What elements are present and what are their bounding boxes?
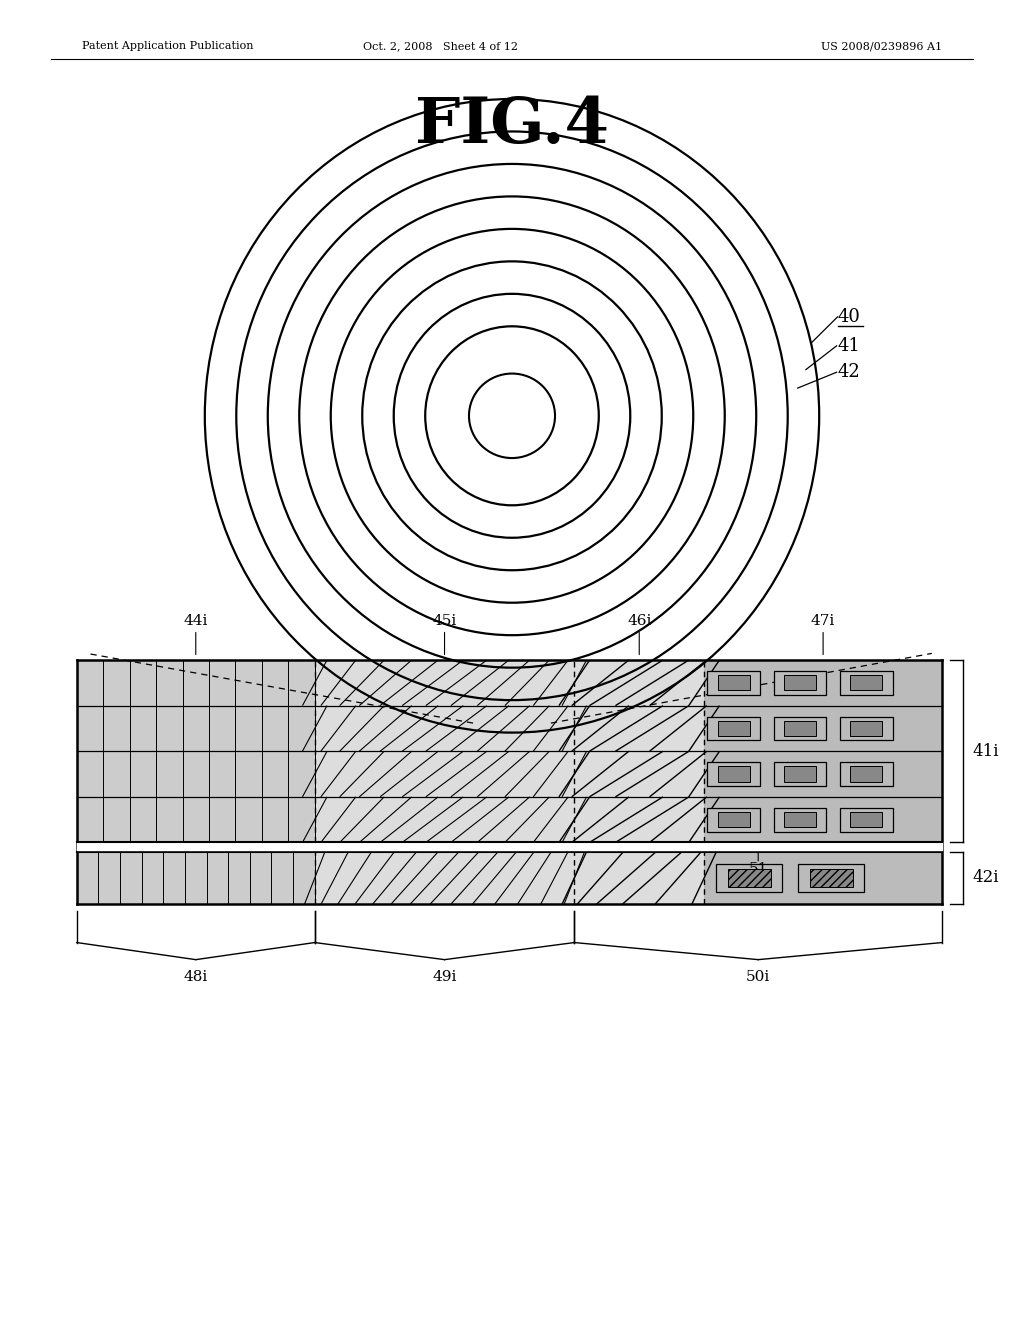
Bar (728, 869, 771, 887)
Text: 48i: 48i (183, 970, 208, 985)
Bar (840, 808, 893, 832)
Text: FIG.4: FIG.4 (415, 95, 609, 156)
Text: 49i: 49i (432, 970, 457, 985)
Bar (314, 706, 574, 751)
Bar (708, 808, 760, 832)
Bar (810, 869, 853, 887)
Bar (705, 797, 942, 842)
Bar (574, 706, 705, 751)
Text: 45i: 45i (432, 614, 457, 628)
Bar (705, 751, 942, 797)
Bar (708, 717, 760, 741)
Bar (705, 706, 942, 751)
Bar (718, 676, 750, 690)
Text: 41i: 41i (973, 743, 999, 760)
Bar (314, 797, 574, 842)
Bar (773, 717, 826, 741)
Bar (773, 762, 826, 785)
Text: Oct. 2, 2008   Sheet 4 of 12: Oct. 2, 2008 Sheet 4 of 12 (362, 41, 518, 51)
Bar (314, 851, 574, 904)
Bar (77, 851, 314, 904)
Text: 47i: 47i (811, 614, 836, 628)
Bar (77, 797, 314, 842)
Text: 50i: 50i (746, 970, 770, 985)
Text: 51: 51 (749, 862, 768, 876)
Text: 40: 40 (838, 308, 860, 326)
Bar (784, 676, 816, 690)
Bar (718, 767, 750, 781)
Bar (77, 706, 314, 751)
Bar (708, 671, 760, 694)
Bar (784, 812, 816, 828)
Bar (850, 721, 882, 737)
Bar (574, 797, 705, 842)
Bar (718, 721, 750, 737)
Text: 41: 41 (838, 337, 860, 355)
Bar (574, 751, 705, 797)
Bar (705, 660, 942, 706)
Bar (799, 865, 864, 891)
Bar (77, 751, 314, 797)
Bar (850, 767, 882, 781)
Bar (718, 812, 750, 828)
Bar (708, 762, 760, 785)
Text: 42: 42 (838, 363, 860, 381)
Text: 46i: 46i (627, 614, 651, 628)
Bar (574, 660, 705, 706)
Bar (77, 660, 314, 706)
Bar (840, 671, 893, 694)
Bar (717, 865, 782, 891)
Bar (314, 660, 574, 706)
Text: Patent Application Publication: Patent Application Publication (82, 41, 253, 51)
Bar (840, 762, 893, 785)
Bar (773, 671, 826, 694)
Bar (784, 721, 816, 737)
Bar (840, 717, 893, 741)
Bar (850, 676, 882, 690)
Bar (850, 812, 882, 828)
Bar (784, 767, 816, 781)
Text: 44i: 44i (183, 614, 208, 628)
Text: 42i: 42i (973, 870, 999, 887)
Bar (773, 808, 826, 832)
Bar (574, 851, 705, 904)
Bar (314, 751, 574, 797)
Text: US 2008/0239896 A1: US 2008/0239896 A1 (821, 41, 942, 51)
Bar (705, 851, 942, 904)
